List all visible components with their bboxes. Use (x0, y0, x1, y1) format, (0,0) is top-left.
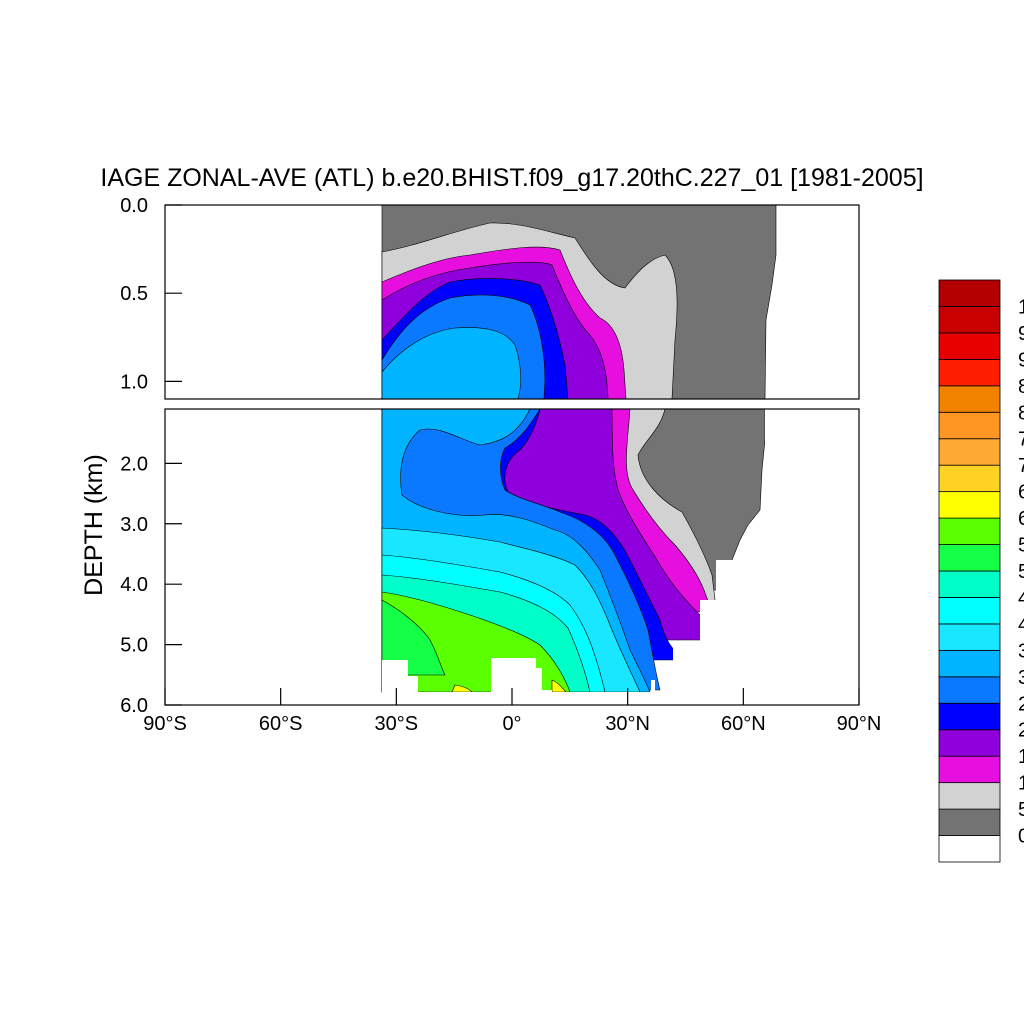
y-axis-label: DEPTH (km) (80, 454, 108, 596)
colorbar-box (938, 835, 1001, 863)
colorbar-label: 1 (1018, 746, 1024, 768)
colorbar-box (938, 623, 1001, 651)
x-tick-label: 0° (502, 713, 521, 735)
colorbar-label: 0 (1018, 826, 1024, 848)
y-tick-label: 4.0 (120, 574, 148, 596)
colorbar-box (938, 544, 1001, 572)
colorbar-label: 5 (1018, 535, 1024, 557)
lower-panel-field (381, 409, 859, 705)
colorbar-box (938, 438, 1001, 466)
colorbar-box (938, 464, 1001, 493)
y-tick-label: 1.0 (120, 371, 148, 393)
y-tick-label: 5.0 (120, 635, 148, 657)
x-tick-label: 60°N (721, 713, 766, 735)
colorbar-box (938, 411, 1001, 440)
colorbar-box (938, 332, 1001, 360)
x-tick-label: 90°N (837, 713, 882, 735)
y-tick-label: 0.5 (120, 283, 148, 305)
x-tick-label: 30°S (375, 713, 419, 735)
colorbar-label: 4 (1018, 614, 1024, 636)
colorbar-box (938, 597, 1001, 625)
colorbar-label: 5 (1018, 799, 1024, 821)
colorbar-label: 3 (1018, 640, 1024, 662)
colorbar-label: 8 (1018, 376, 1024, 398)
colorbar-box (938, 491, 1001, 519)
y-axis: 0.0 0.5 1.0 2.0 3.0 4.0 5.0 6.0 (120, 195, 182, 717)
colorbar-box (938, 782, 1001, 810)
contour-band (381, 327, 521, 399)
colorbar-label: 1 (1018, 773, 1024, 795)
y-tick-label: 2.0 (120, 453, 148, 475)
upper-panel-field (381, 205, 777, 399)
colorbar-box (938, 702, 1001, 731)
upper-panel-frame (164, 204, 860, 400)
colorbar-box (938, 279, 1001, 307)
colorbar-box (938, 570, 1001, 598)
y-tick-label: 3.0 (120, 514, 148, 536)
colorbar-box (938, 385, 1001, 413)
colorbar-label: 5 (1018, 561, 1024, 583)
colorbar-box (938, 676, 1001, 704)
colorbar-label: 8 (1018, 402, 1024, 424)
y-tick-label: 0.0 (120, 195, 148, 217)
contour-band (381, 599, 446, 676)
colorbar-label: 6 (1018, 482, 1024, 504)
colorbar-label: 6 (1018, 508, 1024, 530)
colorbar-label: 4 (1018, 587, 1024, 609)
colorbar-box (938, 358, 1001, 387)
colorbar-box (938, 755, 1001, 784)
colorbar-label: 7 (1018, 455, 1024, 477)
missing-data-mask (382, 409, 859, 705)
colorbar-label: 7 (1018, 429, 1024, 451)
x-axis: 90°S 60°S 30°S 0° 30°N 60°N 90°N (143, 688, 881, 735)
colorbar-box (938, 729, 1001, 757)
chart-title: IAGE ZONAL-AVE (ATL) b.e20.BHIST.f09_g17… (100, 164, 923, 192)
colorbar: 0 5 1 1 2 2 3 3 4 4 5 5 6 6 7 7 8 8 9 9 1 (938, 279, 1024, 863)
colorbar-label: 1 (1018, 296, 1024, 318)
colorbar-box (938, 808, 1001, 836)
colorbar-label: 3 (1018, 667, 1024, 689)
colorbar-label: 9 (1018, 323, 1024, 345)
colorbar-box (938, 517, 1001, 545)
colorbar-box (938, 306, 1001, 334)
y-tick-label: 6.0 (120, 695, 148, 717)
x-tick-label: 90°S (143, 713, 187, 735)
colorbar-label: 2 (1018, 693, 1024, 715)
x-tick-label: 30°N (605, 713, 650, 735)
x-tick-label: 60°S (259, 713, 303, 735)
colorbar-label: 2 (1018, 720, 1024, 742)
colorbar-label: 9 (1018, 349, 1024, 371)
colorbar-box (938, 649, 1001, 678)
